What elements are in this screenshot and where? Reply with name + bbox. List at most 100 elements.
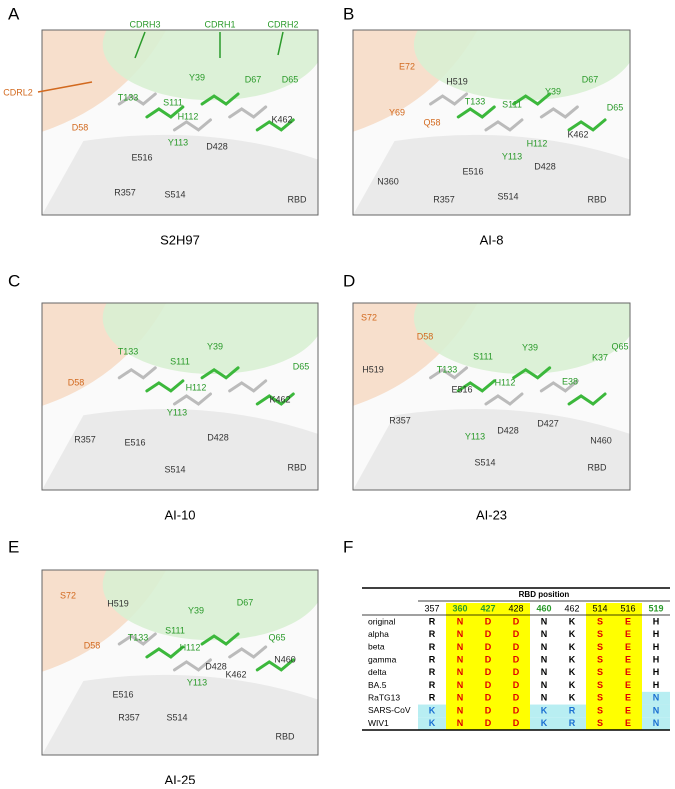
- residue-cell: R: [429, 680, 436, 690]
- stick: [255, 658, 295, 672]
- residue-label: T133: [128, 632, 149, 642]
- panel-letter: D: [343, 271, 355, 290]
- column-header: 428: [508, 603, 523, 613]
- row-label: original: [368, 616, 396, 626]
- residue-cell: N: [653, 705, 660, 715]
- residue-label: CDRH1: [204, 19, 235, 29]
- residue-cell: R: [569, 718, 576, 728]
- residue-cell: N: [541, 693, 548, 703]
- highlight-cell: [530, 717, 558, 730]
- residue-cell: K: [569, 667, 576, 677]
- residue-label: D428: [534, 161, 556, 171]
- residue-cell: D: [485, 680, 492, 690]
- residue-cell: K: [569, 642, 576, 652]
- panel-letter: B: [343, 4, 354, 23]
- column-header: 357: [424, 603, 439, 613]
- stick: [228, 105, 268, 119]
- residue-label: S514: [166, 712, 187, 722]
- residue-label: D67: [245, 74, 262, 84]
- residue-cell: S: [597, 629, 603, 639]
- residue-label: Y113: [168, 137, 188, 147]
- residue-cell: D: [485, 654, 492, 664]
- stick: [255, 118, 295, 132]
- stick: [512, 366, 552, 380]
- residue-cell: N: [457, 616, 464, 626]
- residue-cell: N: [653, 693, 660, 703]
- residue-cell: D: [485, 616, 492, 626]
- residue-cell: K: [569, 693, 576, 703]
- residue-cell: K: [569, 629, 576, 639]
- residue-label: D58: [84, 640, 101, 650]
- residue-label: RBD: [287, 462, 307, 472]
- residue-label: N360: [377, 176, 399, 186]
- residue-label: S111: [473, 351, 493, 361]
- residue-label: T133: [465, 96, 486, 106]
- residue-cell: D: [513, 654, 520, 664]
- pointer-line: [134, 31, 146, 59]
- residue-cell: D: [485, 693, 492, 703]
- residue-label: T133: [437, 364, 458, 374]
- residue-label: Y39: [207, 341, 223, 351]
- residue-label: D67: [582, 74, 599, 84]
- highlight-cell: [558, 717, 586, 730]
- residue-cell: K: [541, 718, 548, 728]
- stick: [200, 366, 240, 380]
- residue-label: H112: [186, 382, 207, 392]
- residue-label: E516: [451, 384, 472, 394]
- residue-label: Q58: [423, 117, 440, 127]
- residue-cell: D: [513, 718, 520, 728]
- residue-label: R357: [433, 194, 455, 204]
- pointer-line: [37, 81, 93, 93]
- panel-frame: [41, 302, 319, 491]
- column-header: 462: [564, 603, 579, 613]
- residue-cell: R: [569, 705, 576, 715]
- residue-label: H112: [495, 377, 516, 387]
- residue-cell: E: [625, 705, 631, 715]
- highlight-cell: [530, 704, 558, 718]
- stick: [512, 92, 552, 106]
- residue-cell: H: [653, 667, 660, 677]
- row-label: beta: [368, 642, 385, 652]
- residue-cell: N: [541, 629, 548, 639]
- stick: [117, 366, 157, 380]
- stick: [429, 92, 469, 106]
- residue-cell: N: [457, 693, 464, 703]
- residue-cell: D: [513, 616, 520, 626]
- residue-cell: N: [541, 616, 548, 626]
- residue-cell: R: [429, 667, 436, 677]
- stick: [172, 392, 212, 406]
- residue-cell: E: [625, 654, 631, 664]
- residue-cell: D: [485, 667, 492, 677]
- panel-letter: A: [8, 4, 20, 23]
- residue-label: E516: [462, 166, 483, 176]
- stick: [484, 118, 524, 132]
- residue-label: T133: [118, 92, 139, 102]
- residue-label: D428: [206, 141, 228, 151]
- residue-cell: D: [513, 680, 520, 690]
- stick: [456, 105, 496, 119]
- row-label: WIV1: [368, 718, 389, 728]
- residue-label: K462: [271, 114, 292, 124]
- residue-label: R357: [118, 712, 140, 722]
- residue-label: D58: [68, 377, 85, 387]
- stick: [567, 118, 607, 132]
- residue-cell: K: [541, 705, 548, 715]
- column-header: 516: [620, 603, 635, 613]
- residue-label: CDRL2: [3, 87, 33, 97]
- residue-label: D428: [205, 661, 227, 671]
- residue-label: H112: [527, 138, 548, 148]
- panel-art: [353, 30, 630, 215]
- panel-art: [42, 30, 318, 215]
- panel-letter: E: [8, 537, 19, 556]
- highlight-cell: [418, 704, 446, 718]
- residue-cell: D: [513, 629, 520, 639]
- residue-label: D428: [207, 432, 229, 442]
- residue-label: Y39: [522, 342, 538, 352]
- heavy-chain-ribbon: [102, 303, 318, 375]
- residue-cell: E: [625, 680, 631, 690]
- highlight-cell: [642, 704, 670, 718]
- residue-cell: E: [625, 667, 631, 677]
- residue-cell: H: [653, 642, 660, 652]
- residue-cell: H: [653, 654, 660, 664]
- panel-caption: AI-8: [480, 232, 504, 247]
